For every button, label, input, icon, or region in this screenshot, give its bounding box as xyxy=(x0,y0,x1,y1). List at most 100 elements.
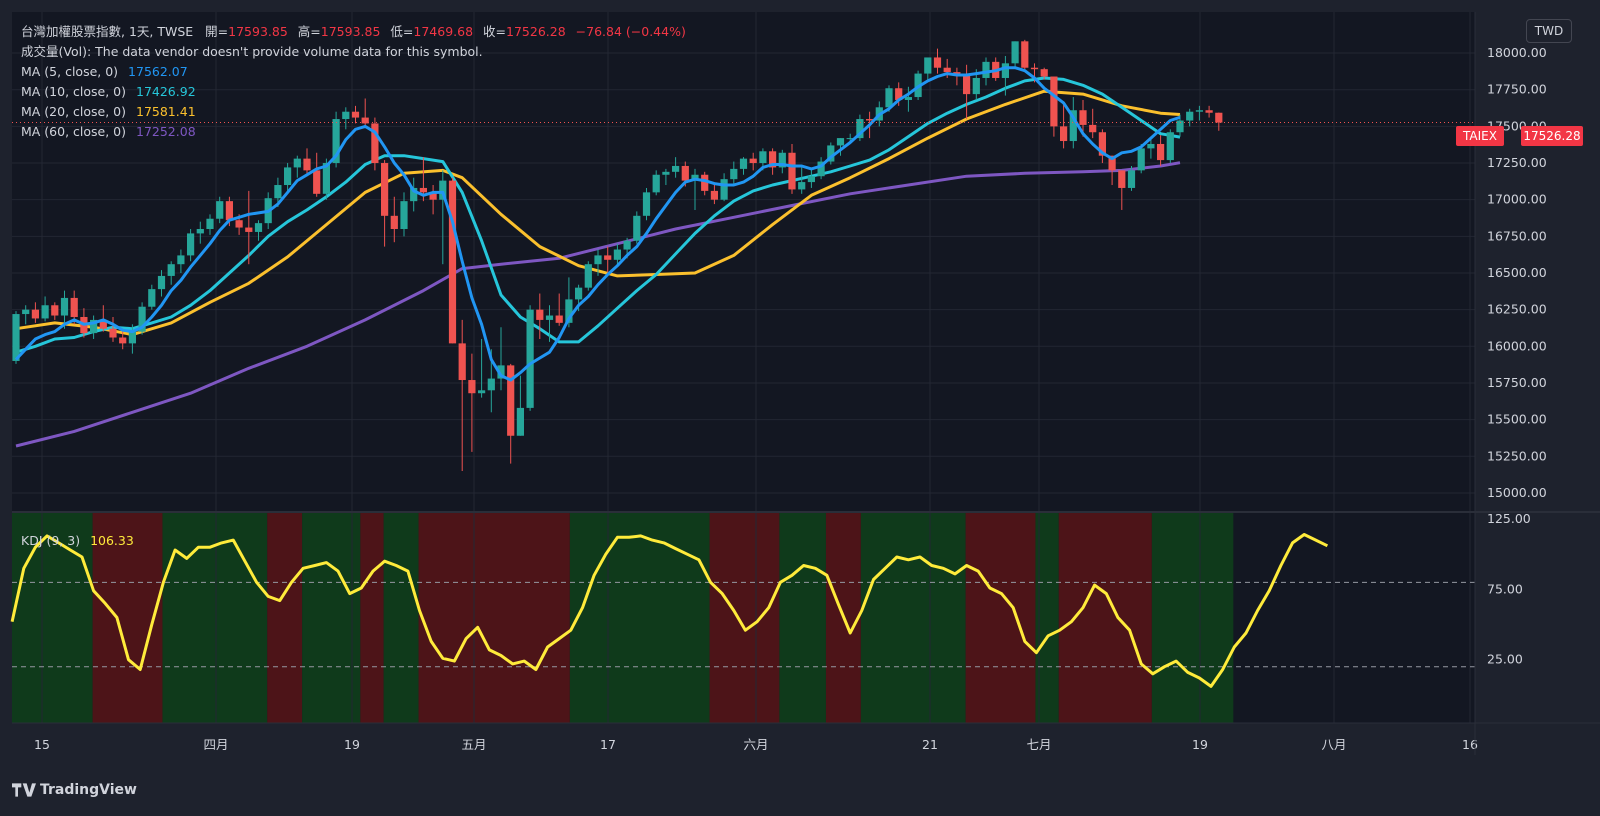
candle-61 xyxy=(604,246,612,273)
candle-body-20 xyxy=(206,218,214,230)
ma60-legend[interactable]: MA (60, close, 0) 17252.08 xyxy=(21,122,686,142)
candle-body-82 xyxy=(807,176,815,183)
x-tick-label-0: 15 xyxy=(34,737,50,752)
candle-body-28 xyxy=(284,167,292,186)
y-tick-label-7: 16750.00 xyxy=(1487,228,1547,243)
tradingview-logo[interactable]: TradingView xyxy=(12,782,137,798)
candle-body-80 xyxy=(788,152,796,190)
candle-body-9 xyxy=(99,319,107,329)
candle-108 xyxy=(1060,102,1068,149)
symbol-name: 台灣加權股票指數, 1天, TWSE xyxy=(21,24,194,39)
candle-body-64 xyxy=(633,215,641,241)
candle-body-61 xyxy=(604,255,612,260)
candle-body-11 xyxy=(119,337,127,344)
candle-body-78 xyxy=(769,151,777,168)
ma10-legend[interactable]: MA (10, close, 0) 17426.92 xyxy=(21,82,686,102)
candle-50 xyxy=(497,327,505,391)
candle-body-6 xyxy=(70,297,78,317)
candle-103 xyxy=(1011,41,1019,68)
candle-78 xyxy=(769,148,777,175)
candle-body-60 xyxy=(594,255,602,265)
candle-28 xyxy=(284,163,292,191)
candle-body-33 xyxy=(332,119,340,164)
x-tick-label-4: 17 xyxy=(600,737,616,752)
candle-113 xyxy=(1108,155,1116,186)
candle-body-88 xyxy=(866,119,874,121)
candle-body-58 xyxy=(575,287,583,300)
candle-body-51 xyxy=(507,365,515,436)
x-tick-label-5: 六月 xyxy=(743,737,768,752)
candle-body-1 xyxy=(22,309,30,315)
ma60-label: MA (60, close, 0) xyxy=(21,124,127,139)
ma5-label: MA (5, close, 0) xyxy=(21,64,119,79)
candle-112 xyxy=(1098,129,1106,164)
open-value: 17593.85 xyxy=(228,24,288,39)
candle-body-5 xyxy=(60,297,69,316)
candle-109 xyxy=(1069,97,1077,149)
candle-12 xyxy=(128,324,136,354)
kdj-zone-14 xyxy=(1035,512,1059,723)
candle-35 xyxy=(351,105,360,124)
ma5-legend[interactable]: MA (5, close, 0) 17562.07 xyxy=(21,62,686,82)
candle-114 xyxy=(1118,170,1126,210)
candle-94 xyxy=(924,57,932,81)
candle-54 xyxy=(536,293,544,339)
candle-110 xyxy=(1079,99,1087,137)
y-tick-label-3: 15750.00 xyxy=(1487,375,1547,390)
candle-body-24 xyxy=(245,227,253,232)
candle-11 xyxy=(119,328,127,350)
candle-84 xyxy=(827,142,835,165)
kdj-zone-0 xyxy=(12,512,93,723)
candle-body-103 xyxy=(1011,41,1019,64)
candle-body-21 xyxy=(216,201,224,219)
candle-body-12 xyxy=(128,331,136,344)
kdj-zone-8 xyxy=(569,512,710,723)
candle-body-74 xyxy=(730,168,738,180)
candle-37 xyxy=(371,117,379,171)
ma20-legend[interactable]: MA (20, close, 0) 17581.41 xyxy=(21,102,686,122)
candle-body-84 xyxy=(827,145,835,162)
candle-body-96 xyxy=(943,67,951,73)
candle-body-122 xyxy=(1195,110,1203,112)
kdj-zone-4 xyxy=(302,512,361,723)
candle-body-120 xyxy=(1176,120,1184,133)
candle-body-16 xyxy=(167,264,175,276)
candle-65 xyxy=(642,187,651,221)
candle-87 xyxy=(856,114,864,142)
candle-body-40 xyxy=(400,201,408,230)
candle-124 xyxy=(1215,112,1223,131)
candle-body-102 xyxy=(1001,63,1009,78)
kdj-zone-5 xyxy=(360,512,384,723)
x-tick-label-8: 19 xyxy=(1192,737,1208,752)
candle-body-114 xyxy=(1118,170,1126,188)
candle-body-107 xyxy=(1050,76,1058,127)
candle-body-13 xyxy=(138,306,146,332)
candle-95 xyxy=(933,48,942,74)
candle-body-27 xyxy=(274,185,282,199)
candle-36 xyxy=(361,98,369,127)
high-label: 高= xyxy=(297,24,321,39)
kdj-legend[interactable]: KDJ (9, 3) 106.33 xyxy=(21,533,134,548)
candle-body-8 xyxy=(90,319,98,334)
candle-body-99 xyxy=(972,77,980,95)
candle-body-37 xyxy=(371,123,379,164)
candle-104 xyxy=(1021,39,1029,71)
candle-41 xyxy=(410,177,418,212)
candle-38 xyxy=(381,160,389,247)
candle-4 xyxy=(51,302,59,320)
kdj-y-tick-label-0: 25.00 xyxy=(1487,652,1523,667)
brand-name: TradingView xyxy=(40,782,137,798)
candle-body-57 xyxy=(565,299,573,323)
ma60-value: 17252.08 xyxy=(136,124,196,139)
candle-body-10 xyxy=(109,328,117,338)
currency-button[interactable]: TWD xyxy=(1526,19,1572,43)
kdj-zone-1 xyxy=(92,512,163,723)
candle-body-41 xyxy=(410,187,418,202)
kdj-zone-7 xyxy=(418,512,570,723)
tradingview-logo-icon xyxy=(12,783,36,797)
candle-body-104 xyxy=(1021,41,1029,68)
candle-body-19 xyxy=(196,229,204,234)
candle-116 xyxy=(1137,143,1145,174)
